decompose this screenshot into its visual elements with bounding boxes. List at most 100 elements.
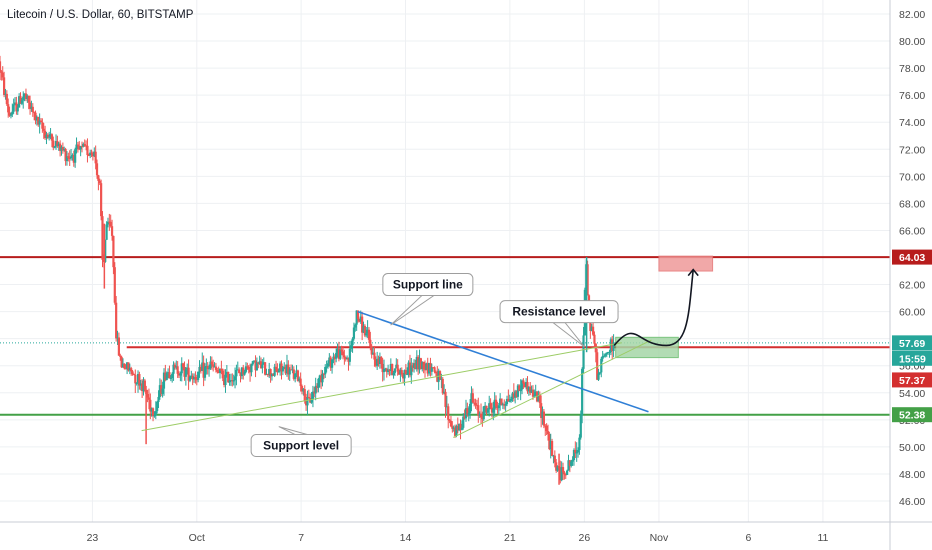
candle-body (95, 163, 99, 176)
candle-body (441, 378, 444, 394)
candle-body (484, 405, 487, 407)
candle-body (328, 357, 331, 364)
candle-body (229, 380, 233, 382)
chart-title: Litecoin / U.S. Dollar, 60, BITSTAMP (7, 9, 194, 21)
candle-body (526, 382, 529, 392)
candle-body (384, 368, 387, 370)
callout-label: Support line (393, 278, 463, 292)
candle-body (581, 368, 584, 416)
candle-body (376, 358, 379, 366)
candle-body (172, 364, 175, 374)
candle-body (378, 356, 382, 364)
candle-body (69, 156, 73, 159)
candle-body (367, 329, 371, 340)
candle-body (466, 408, 469, 415)
x-tick-label: Nov (650, 532, 669, 544)
candle-body (291, 369, 294, 371)
candle-body (545, 425, 548, 432)
x-tick-label: 26 (579, 532, 591, 544)
y-tick-label: 78.00 (899, 63, 925, 75)
candle-body (2, 77, 6, 95)
candle-body (31, 106, 34, 113)
candle-body (329, 357, 332, 368)
candle-body (108, 221, 111, 223)
candle-body (406, 374, 409, 376)
candle-body (444, 391, 447, 408)
candle-body (339, 349, 342, 359)
candle-body (188, 376, 192, 381)
candle-body (1, 72, 4, 78)
candle-body (555, 462, 558, 471)
candle-body (590, 326, 593, 331)
callout-label: Resistance level (512, 305, 605, 319)
candle-body (232, 380, 235, 382)
callout-box (499, 300, 619, 324)
candle-body (302, 389, 305, 392)
candle-body (561, 467, 565, 473)
candle-body (322, 373, 325, 375)
candle-body (134, 374, 137, 384)
candle-body (177, 373, 181, 376)
candle-body (162, 372, 166, 389)
candle-body (434, 371, 438, 374)
candle-body (153, 415, 156, 417)
candle-body (221, 370, 224, 379)
candle-body (576, 449, 580, 453)
price-tag (892, 407, 932, 423)
candle-body (191, 375, 194, 380)
candle-body (8, 112, 11, 116)
candle-body (373, 352, 376, 360)
candle-body (61, 147, 64, 151)
candle-body (166, 372, 170, 374)
price-tag (892, 335, 932, 351)
candle-body (124, 368, 127, 370)
candle-body (5, 93, 8, 105)
y-tick-label: 82.00 (899, 9, 925, 21)
candle-body (411, 365, 414, 368)
candle-body (296, 370, 300, 381)
candle-body (64, 149, 67, 162)
candle-body (549, 441, 552, 450)
candle-body (600, 358, 603, 373)
candle-body (41, 122, 44, 129)
candle-body (97, 175, 100, 181)
candle-body (187, 367, 190, 381)
candle-body (448, 419, 451, 421)
candle-body (407, 362, 410, 375)
candle-body (501, 404, 504, 406)
candle-body (236, 369, 239, 371)
candle-body (436, 373, 439, 382)
candle-body (430, 367, 433, 372)
candle-body (397, 371, 401, 375)
candle-body (68, 157, 71, 159)
candle-body (142, 380, 145, 392)
candle-body (257, 362, 260, 364)
candle-body (197, 371, 200, 380)
candle-body (110, 226, 114, 236)
candle-body (15, 102, 18, 112)
candle-body (575, 452, 578, 454)
candle-body (179, 373, 182, 376)
candle-body (258, 361, 261, 364)
candle-body (485, 405, 488, 413)
candle-body (206, 366, 209, 370)
candle-body (288, 369, 291, 375)
candle-body (294, 373, 297, 379)
candle-body (130, 368, 133, 372)
candle-body (604, 354, 607, 356)
candle-body (98, 180, 101, 184)
candle-body (224, 374, 227, 386)
candle-body (459, 423, 462, 430)
candle-body (355, 310, 358, 325)
candle-body (244, 366, 248, 372)
candle-body (582, 335, 585, 369)
candle-body (43, 130, 47, 139)
candle-body (9, 114, 13, 116)
candle-body (523, 383, 526, 388)
candle-body (525, 382, 528, 388)
y-tick-label: 70.00 (899, 171, 925, 183)
candle-body (80, 146, 84, 148)
candle-body (72, 155, 75, 163)
